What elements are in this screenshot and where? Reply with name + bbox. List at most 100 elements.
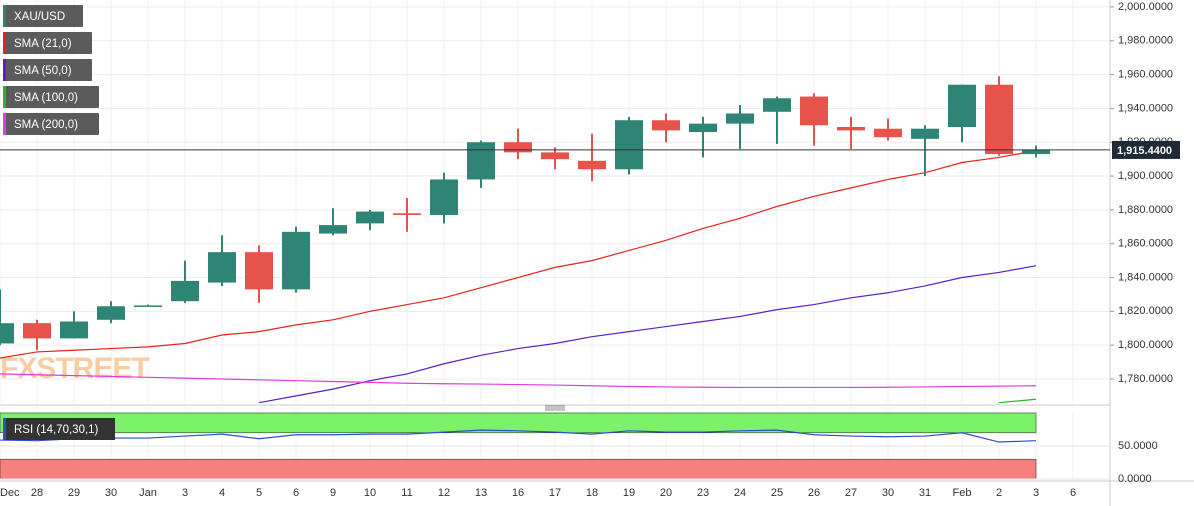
candle-body — [763, 98, 791, 112]
candle-body — [245, 252, 273, 290]
rsi-panel — [0, 410, 1074, 480]
legend-box — [3, 86, 99, 108]
x-tick-label: 20 — [660, 487, 672, 499]
candle-body — [985, 84, 1013, 155]
x-tick-label: 10 — [364, 487, 376, 499]
legend-label: SMA (100,0) — [14, 92, 78, 104]
x-tick-label: 9 — [330, 487, 336, 499]
upper-band — [0, 412, 1037, 434]
candle-body — [726, 113, 754, 124]
candle-body — [652, 120, 680, 131]
indicator-line — [0, 150, 1037, 359]
y-tick-label: 1,900.0000 — [1118, 170, 1173, 182]
candle-body — [911, 128, 939, 139]
x-tick-label: 6 — [293, 487, 299, 499]
candle-body — [0, 323, 14, 344]
y-tick-label: 1,960.0000 — [1118, 68, 1173, 80]
y-tick-label: 1,860.0000 — [1118, 238, 1173, 250]
y-tick-label: 50.0000 — [1118, 440, 1158, 452]
candle-body — [800, 96, 828, 126]
candle-body — [467, 142, 495, 180]
candle-body — [319, 225, 347, 234]
legend-item[interactable]: XAU/USD — [3, 5, 83, 27]
x-tick-label: 18 — [586, 487, 598, 499]
x-tick-label: 23 — [697, 487, 709, 499]
last-price-label: 1,915.4400 — [1117, 145, 1172, 157]
legend-box — [3, 5, 83, 27]
legend-item[interactable]: SMA (100,0) — [3, 86, 99, 108]
y-tick-label: 0.0000 — [1118, 473, 1152, 485]
price-panel: FXSTREET — [0, 0, 1110, 403]
x-tick-label: 5 — [256, 487, 262, 499]
x-tick-label: 16 — [512, 487, 524, 499]
y-tick-label: 1,880.0000 — [1118, 204, 1173, 216]
candle-body — [208, 252, 236, 283]
candle-body — [171, 280, 199, 302]
x-tick-label: 17 — [549, 487, 561, 499]
candle-body — [615, 120, 643, 170]
rsi-legend[interactable]: RSI (14,70,30,1) — [3, 418, 115, 440]
candle-body — [356, 211, 384, 224]
x-tick-label: 6 — [1070, 487, 1076, 499]
indicator-line — [0, 429, 1037, 443]
x-tick-label: Jan — [139, 487, 157, 499]
x-tick-label: 24 — [734, 487, 746, 499]
candle-body — [60, 321, 88, 339]
x-tick-label: Feb — [953, 487, 972, 499]
legend-label: SMA (21,0) — [14, 38, 72, 50]
x-tick-label: 12 — [438, 487, 450, 499]
legend-swatch — [3, 5, 6, 27]
candle-body — [1022, 149, 1050, 155]
indicator-line — [258, 265, 1037, 403]
legend-box — [3, 32, 92, 54]
x-tick-label: 30 — [105, 487, 117, 499]
x-tick-label: 31 — [919, 487, 931, 499]
candle-body — [393, 213, 421, 215]
legend-box — [3, 113, 99, 135]
candle-body — [689, 123, 717, 133]
y-tick-label: 1,820.0000 — [1118, 305, 1173, 317]
legend-label: SMA (50,0) — [14, 65, 72, 77]
legend-swatch — [3, 59, 6, 81]
y-tick-label: 1,840.0000 — [1118, 271, 1173, 283]
candle-body — [430, 179, 458, 215]
legend-box — [3, 418, 115, 440]
candle-body — [874, 128, 902, 138]
legend-item[interactable]: SMA (50,0) — [3, 59, 92, 81]
legend-swatch — [3, 86, 6, 108]
x-tick-label: 3 — [1033, 487, 1039, 499]
legend-swatch — [3, 418, 6, 440]
candle-body — [134, 305, 162, 307]
last-price-tag — [1112, 140, 1180, 159]
candle-body — [23, 323, 51, 339]
candle-body — [97, 306, 125, 320]
x-tick-label: 4 — [219, 487, 225, 499]
indicator-line — [998, 398, 1037, 403]
y-tick-label: 2,000.0000 — [1118, 1, 1173, 13]
legend-label: SMA (200,0) — [14, 119, 78, 131]
x-tick-label: 29 — [68, 487, 80, 499]
legend-item[interactable]: SMA (200,0) — [3, 113, 99, 135]
y-tick-label: 1,980.0000 — [1118, 35, 1173, 47]
watermark: FXSTREET — [0, 352, 149, 385]
x-tick-label: 19 — [623, 487, 635, 499]
indicator-line — [0, 373, 1037, 389]
x-tick-label: 25 — [771, 487, 783, 499]
x-tick-label: 27 — [845, 487, 857, 499]
legend-swatch — [3, 113, 6, 135]
legend-label: RSI (14,70,30,1) — [14, 424, 99, 436]
x-tick-label: 30 — [882, 487, 894, 499]
legend-swatch — [3, 32, 6, 54]
x-tick-label: 11 — [401, 487, 412, 499]
legend-label: XAU/USD — [14, 11, 65, 23]
candle-body — [578, 160, 606, 170]
candle-body — [837, 127, 865, 131]
y-tick-label: 1,780.0000 — [1118, 373, 1173, 385]
legend-item[interactable]: SMA (21,0) — [3, 32, 92, 54]
candle-body — [282, 231, 310, 290]
x-tick-label: 26 — [808, 487, 820, 499]
legend-box — [3, 59, 92, 81]
x-tick-label: Dec — [0, 487, 20, 499]
candle-body — [948, 84, 976, 128]
